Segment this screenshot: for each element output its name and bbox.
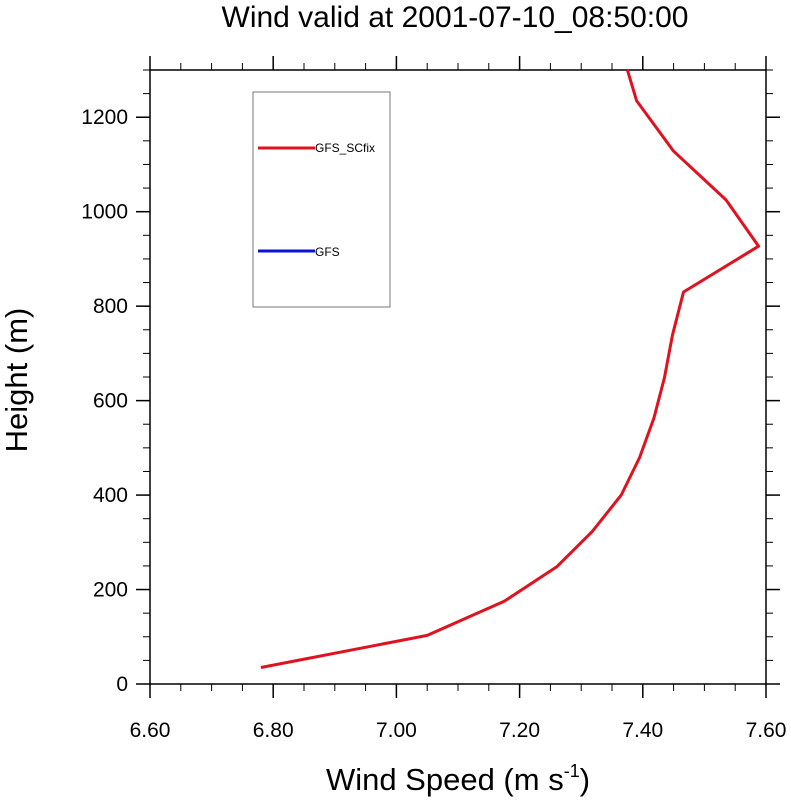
y-tick-labels: 0 200 400 600 800 1000 1200 [81,106,128,696]
chart-title: Wind valid at 2001-07-10_08:50:00 [222,1,689,34]
x-tick-label: 7.00 [376,719,417,742]
x-axis-label-main: Wind Speed (m s [326,762,564,797]
legend-label-gfs-scfix: GFS_SCfix [315,141,375,155]
x-tick-label: 6.60 [130,719,171,742]
y-tick-label: 1200 [81,106,128,129]
legend-label-gfs: GFS [315,245,340,259]
x-tick-labels: 6.60 6.80 7.00 7.20 7.40 7.60 [130,719,787,742]
legend: GFS_SCfix GFS [252,91,391,308]
plot-frame [149,69,767,685]
y-axis-label: Height (m) [0,308,34,453]
x-axis-label: Wind Speed (m s-1) [326,761,590,797]
x-tick-label: 7.20 [499,719,540,742]
y-tick-label: 200 [93,579,128,602]
y-tick-label: 400 [93,484,128,507]
y-tick-label: 600 [93,390,128,413]
plot-border [149,69,767,685]
y-tick-label: 0 [116,673,128,696]
series-line-gfs-scfix [260,69,761,669]
x-axis-label-superscript: -1 [564,761,580,781]
legend-box [252,91,391,308]
x-tick-label: 6.80 [253,719,294,742]
x-axis-label-suffix: ) [580,762,590,797]
major-ticks [136,56,780,698]
y-tick-label: 1000 [81,201,128,224]
series-layer [260,69,761,669]
x-tick-label: 7.60 [746,719,787,742]
y-tick-label: 800 [93,295,128,318]
x-tick-label: 7.40 [622,719,663,742]
